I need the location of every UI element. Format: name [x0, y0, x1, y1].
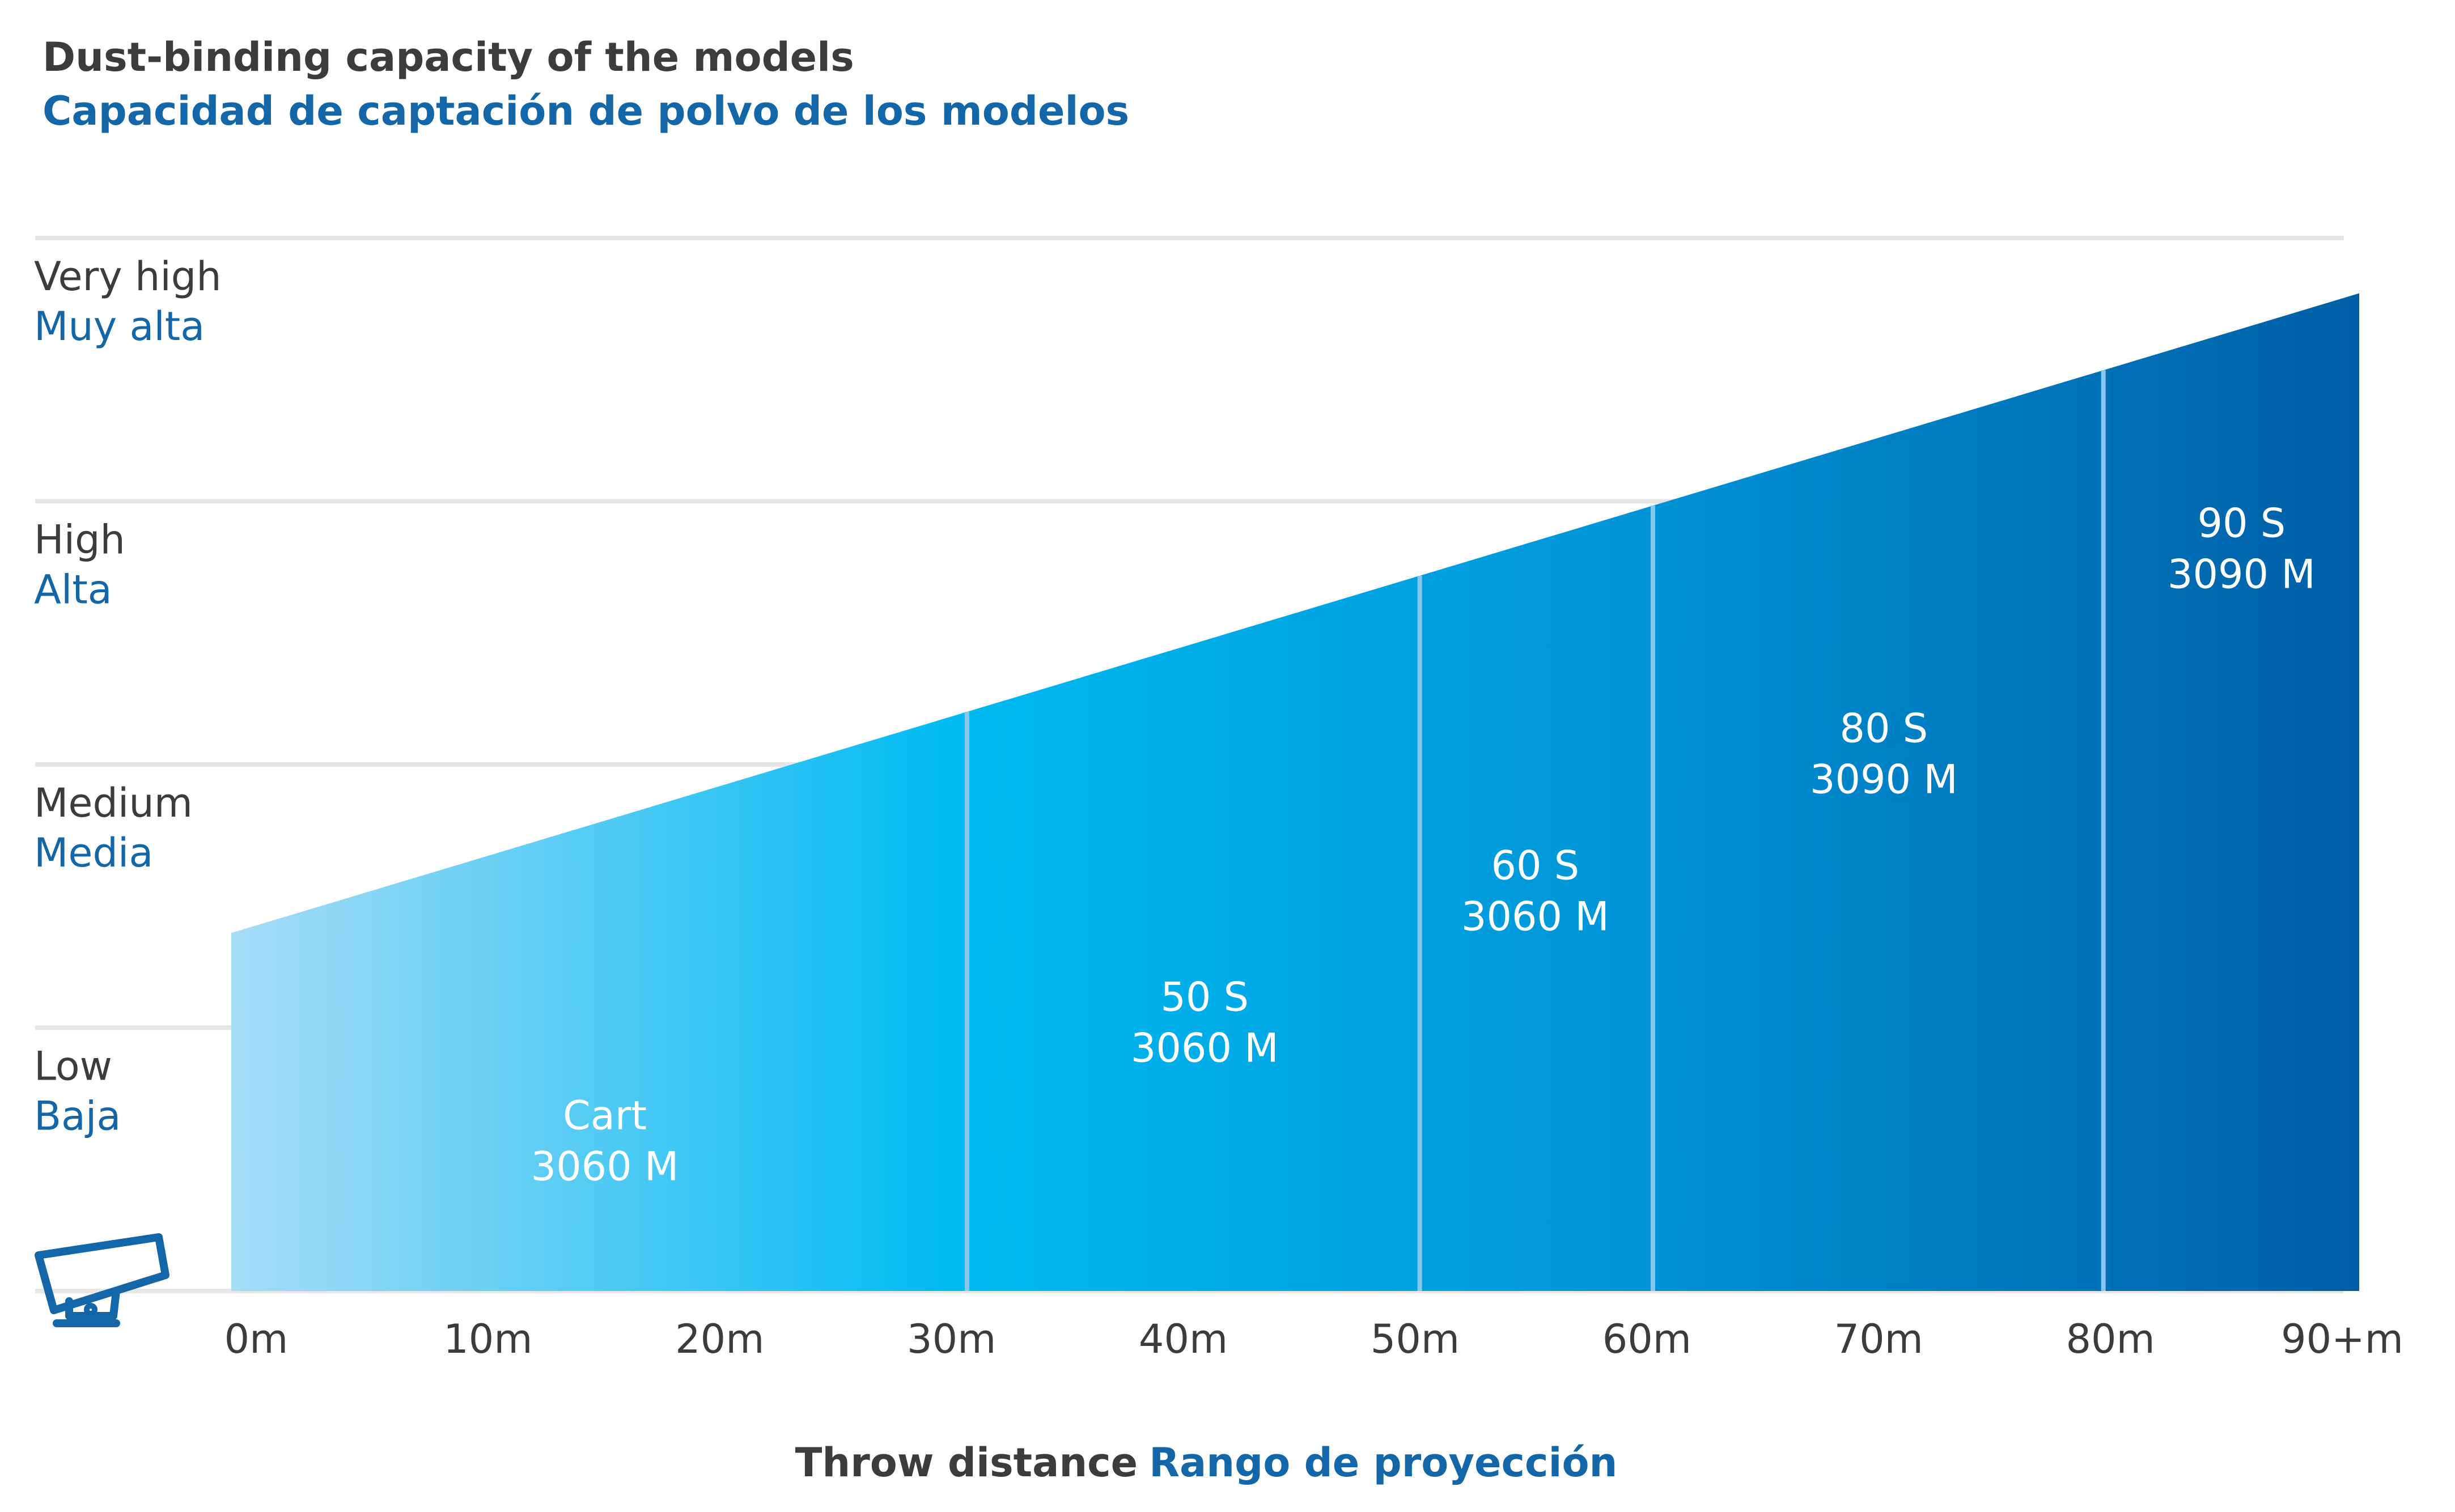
- segment-model-label: 3060 M: [1131, 1025, 1279, 1072]
- y-level-label: Very high: [34, 253, 222, 300]
- x-tick-label: 50m: [1371, 1316, 1460, 1362]
- y-level-label: Medium: [34, 780, 193, 826]
- x-axis-label: Throw distance Rango de proyección: [795, 1439, 1618, 1486]
- segment-label: 60 S: [1491, 842, 1579, 889]
- y-level-label: Low: [34, 1043, 112, 1090]
- segment-model-label: 3060 M: [531, 1144, 679, 1190]
- x-tick-label: 40m: [1139, 1316, 1228, 1362]
- chart-subtitle: Capacidad de captación de polvo de los m…: [43, 88, 1129, 134]
- x-tick-label: 90+m: [2281, 1316, 2403, 1362]
- y-level-label: High: [34, 517, 125, 563]
- x-tick-label: 20m: [675, 1316, 764, 1362]
- y-level-label-es: Alta: [34, 567, 112, 613]
- chart-title: Dust-binding capacity of the models: [43, 34, 854, 80]
- segment-model-label: 3060 M: [1461, 893, 1609, 940]
- segment-label: 90 S: [2197, 500, 2286, 546]
- x-tick-label: 10m: [443, 1316, 532, 1362]
- x-tick-label: 0m: [224, 1316, 289, 1362]
- x-tick-labels: 0m 10m 20m 30m 40m 50m 60m 70m 80m 90+m: [224, 1316, 2403, 1362]
- x-tick-label: 70m: [1834, 1316, 1923, 1362]
- capacity-area: [231, 293, 2359, 1292]
- segment-label: 80 S: [1839, 706, 1928, 752]
- x-tick-label: 60m: [1602, 1316, 1691, 1362]
- segment-model-label: 3090 M: [1810, 757, 1958, 803]
- snow-cannon-icon: [35, 1233, 169, 1327]
- x-tick-label: 30m: [907, 1316, 996, 1362]
- segment-dividers: [964, 370, 2106, 1291]
- y-level-label-es: Muy alta: [34, 303, 205, 350]
- segment-label: 50 S: [1160, 974, 1249, 1021]
- y-level-label-es: Baja: [34, 1093, 121, 1140]
- x-tick-label: 80m: [2066, 1316, 2155, 1362]
- segment-model-label: 3090 M: [2168, 551, 2316, 597]
- segment-label: Cart: [563, 1093, 647, 1139]
- y-level-label-es: Media: [34, 830, 153, 876]
